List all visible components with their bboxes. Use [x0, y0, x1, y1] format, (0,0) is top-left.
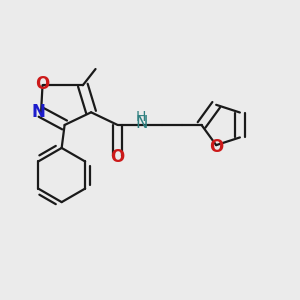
Text: H: H [136, 110, 146, 124]
Text: O: O [110, 148, 125, 166]
Text: N: N [31, 103, 45, 121]
Text: N: N [135, 114, 147, 132]
Text: O: O [35, 75, 50, 93]
Text: O: O [209, 138, 223, 156]
